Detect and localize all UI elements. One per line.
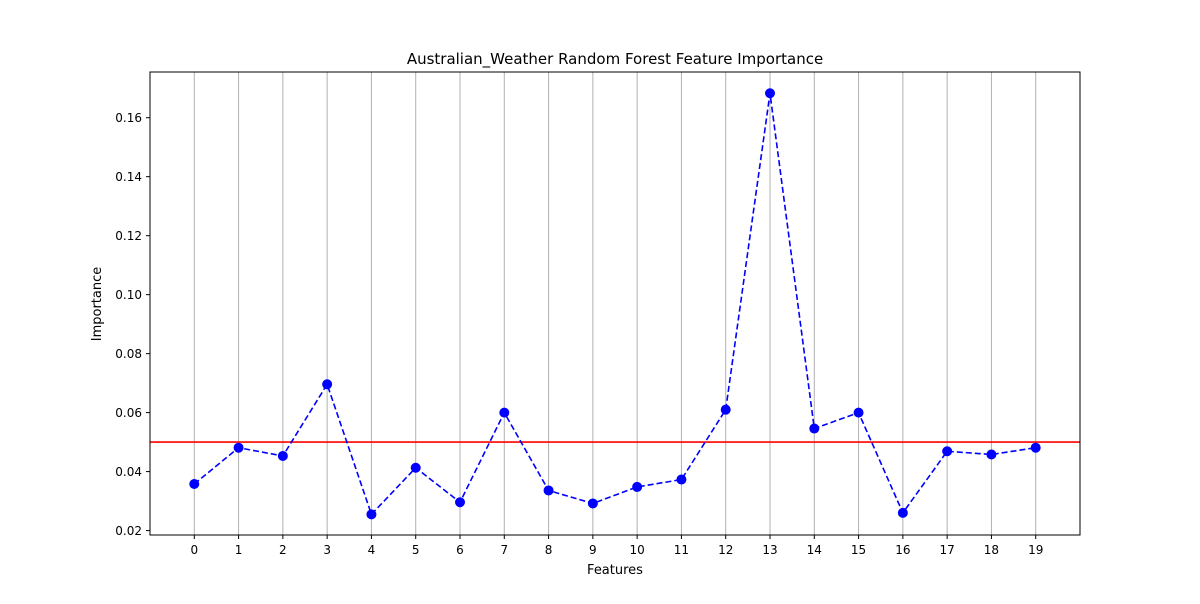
data-point-0 — [189, 478, 200, 489]
data-point-15 — [853, 407, 864, 418]
data-point-18 — [986, 449, 997, 460]
x-tick-label-15: 15 — [851, 543, 866, 557]
y-tick-label-0: 0.02 — [115, 524, 142, 538]
series-layer — [189, 88, 1041, 520]
y-tick-label-5: 0.12 — [115, 229, 142, 243]
x-tick-label-18: 18 — [984, 543, 999, 557]
x-tick-label-4: 4 — [368, 543, 376, 557]
data-point-4 — [366, 509, 377, 520]
data-point-16 — [897, 507, 908, 518]
data-point-11 — [676, 474, 687, 485]
grid-layer — [193, 72, 1037, 535]
series-line-0 — [193, 93, 1036, 516]
x-tick-label-16: 16 — [895, 543, 910, 557]
data-point-6 — [455, 497, 465, 508]
x-tick-label-0: 0 — [190, 543, 198, 557]
data-point-17 — [942, 446, 953, 457]
x-tick-label-13: 13 — [762, 543, 777, 557]
data-point-13 — [765, 88, 775, 99]
data-point-19 — [1030, 442, 1041, 453]
x-tick-label-7: 7 — [500, 543, 508, 557]
y-tick-label-1: 0.04 — [115, 465, 142, 479]
x-tick-label-12: 12 — [718, 543, 733, 557]
data-point-12 — [720, 404, 731, 415]
data-point-7 — [499, 407, 510, 418]
y-tick-label-2: 0.06 — [115, 406, 142, 420]
x-tick-label-3: 3 — [323, 543, 331, 557]
x-tick-label-9: 9 — [589, 543, 597, 557]
x-tick-label-10: 10 — [630, 543, 645, 557]
x-tick-label-11: 11 — [674, 543, 689, 557]
chart-title: Australian_Weather Random Forest Feature… — [407, 50, 823, 69]
y-tick-label-7: 0.16 — [115, 111, 142, 125]
x-tick-label-17: 17 — [940, 543, 955, 557]
data-point-8 — [543, 485, 554, 496]
x-tick-label-14: 14 — [807, 543, 822, 557]
y-tick-label-6: 0.14 — [115, 170, 142, 184]
data-point-5 — [410, 462, 421, 473]
y-tick-label-3: 0.08 — [115, 347, 142, 361]
x-tick-label-8: 8 — [545, 543, 553, 557]
plot-frame — [149, 71, 1081, 536]
x-tick-label-5: 5 — [412, 543, 420, 557]
y-tick-label-4: 0.10 — [115, 288, 142, 302]
data-point-1 — [233, 442, 244, 453]
x-tick-label-1: 1 — [235, 543, 243, 557]
x-tick-label-6: 6 — [456, 543, 464, 557]
data-point-2 — [277, 450, 288, 461]
data-point-14 — [809, 423, 820, 434]
data-point-9 — [587, 498, 598, 509]
x-axis-label: Features — [587, 563, 643, 578]
data-point-10 — [632, 481, 643, 492]
data-point-3 — [322, 379, 333, 390]
axes-layer: 0 1 2 3 4 5 6 7 8 9 10 11 12 13 14 15 16 17 18 190.020.040.… — [115, 71, 1081, 557]
x-tick-label-2: 2 — [279, 543, 287, 557]
y-axis-label: Importance — [90, 267, 105, 342]
x-tick-label-19: 19 — [1028, 543, 1043, 557]
